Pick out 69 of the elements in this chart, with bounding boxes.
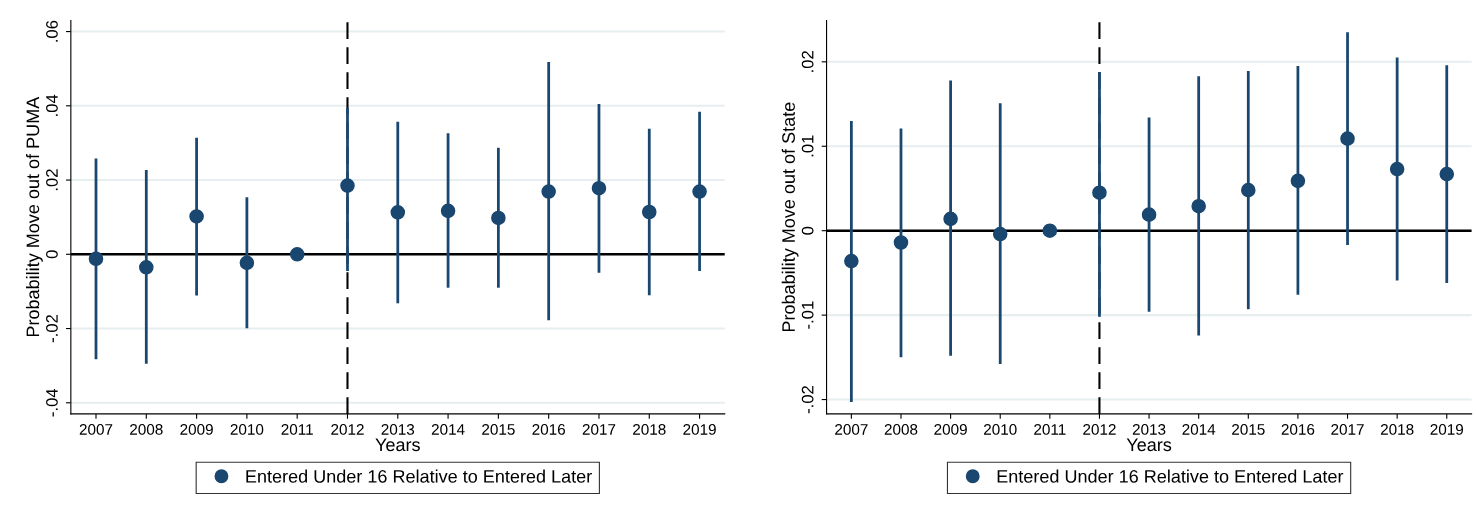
x-tick-label: 2008	[130, 424, 163, 435]
y-tick-label: .06	[46, 20, 58, 42]
y-tick-label: .01	[801, 135, 814, 157]
point	[1241, 182, 1256, 198]
point	[541, 184, 556, 199]
x-axis-title: Years	[375, 438, 420, 452]
legend-label: Entered Under 16 Relative to Entered Later	[246, 469, 592, 483]
y-tick-label: -.02	[801, 386, 814, 414]
x-tick-label: 2007	[79, 424, 113, 435]
x-tick-label: 2013	[1132, 424, 1166, 435]
y-tick-label: -.01	[801, 301, 814, 329]
point	[1340, 131, 1355, 146]
y-tick-label: 0	[801, 226, 814, 235]
point	[1290, 173, 1306, 189]
x-tick-label: 2019	[683, 424, 716, 435]
y-axis-title: Probability Move out of State	[781, 102, 799, 332]
point	[1092, 185, 1107, 200]
x-tick-label: 2015	[482, 424, 515, 435]
point	[943, 211, 958, 227]
point	[1191, 198, 1206, 214]
x-tick-label: 2016	[532, 424, 565, 435]
point	[88, 251, 104, 267]
x-tick-label: 2011	[1034, 424, 1066, 435]
y-tick-label: .04	[46, 94, 58, 116]
x-tick-label: 2013	[381, 424, 415, 435]
x-tick-label: 2009	[934, 424, 967, 435]
y-axis-title: Probability Move out of PUMA	[25, 96, 43, 337]
point	[992, 226, 1008, 242]
x-tick-label: 2018	[633, 424, 666, 435]
x-tick-label: 2017	[1331, 424, 1364, 435]
point	[390, 205, 406, 220]
point	[289, 247, 305, 262]
x-tick-label: 2007	[835, 424, 868, 435]
y-tick-label: -.04	[46, 388, 58, 417]
x-tick-label: 2012	[331, 424, 364, 435]
y-tick-label: .02	[801, 51, 814, 72]
y-tick-label: .02	[46, 169, 58, 191]
point	[844, 253, 859, 269]
point	[1439, 166, 1455, 182]
point	[1389, 161, 1405, 177]
point	[239, 255, 255, 271]
x-tick-label: 2009	[180, 424, 213, 435]
x-tick-label: 2015	[1232, 424, 1265, 435]
x-tick-label: 2012	[1083, 424, 1116, 435]
point	[893, 235, 909, 250]
y-tick-label: 0	[46, 250, 58, 259]
point	[491, 210, 506, 226]
x-tick-label: 2008	[884, 424, 918, 435]
x-tick-label: 2010	[983, 424, 1017, 435]
point	[139, 260, 154, 275]
point	[641, 204, 657, 220]
point	[1141, 207, 1157, 222]
x-tick-label: 2018	[1380, 424, 1414, 435]
x-axis-title: Years	[1126, 438, 1172, 452]
y-tick-label: -.02	[46, 315, 58, 343]
x-tick-label: 2019	[1430, 424, 1464, 435]
point	[440, 203, 456, 219]
point	[591, 180, 607, 196]
point	[340, 178, 355, 193]
x-tick-label: 2017	[582, 424, 616, 435]
point	[189, 209, 204, 224]
x-tick-label: 2014	[1182, 424, 1216, 435]
x-tick-label: 2014	[431, 424, 465, 435]
legend-label: Entered Under 16 Relative to Entered Later	[997, 469, 1344, 483]
point	[692, 184, 707, 199]
x-tick-label: 2010	[230, 424, 264, 435]
point	[1042, 223, 1058, 238]
x-tick-label: 2016	[1281, 424, 1315, 435]
x-tick-label: 2011	[281, 424, 313, 435]
